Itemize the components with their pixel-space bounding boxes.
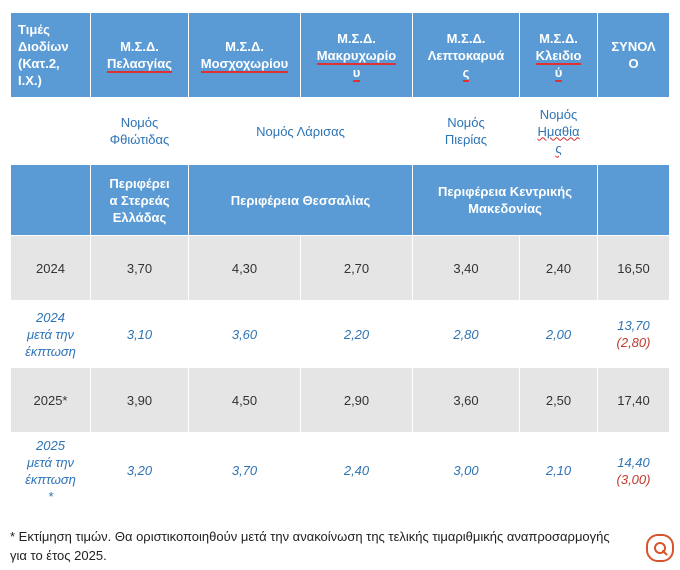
prefecture-fthiotida: Νομός Φθιώτιδας [90, 97, 189, 165]
price-cell: 2,40 [519, 235, 598, 301]
header-moschochori: Μ.Σ.Δ. Μοσχοχωρίου [188, 12, 301, 98]
header-total: ΣΥΝΟΛ Ο [597, 12, 670, 98]
prefecture-blank-total [597, 97, 670, 165]
total-cell: 14,40 (3,00) [597, 432, 670, 509]
header-label-cell: Τιμές Διοδίων (Κατ.2, Ι.Χ.) [10, 12, 91, 98]
price-cell: 2,10 [519, 432, 598, 509]
header-row: Τιμές Διοδίων (Κατ.2, Ι.Χ.) Μ.Σ.Δ. Πελασ… [10, 12, 670, 98]
price-cell: 4,50 [188, 367, 301, 433]
total-cell: 17,40 [597, 367, 670, 433]
prefecture-larisa: Νομός Λάρισας [188, 97, 413, 165]
region-blank-total [597, 164, 670, 236]
total-cell: 13,70 (2,80) [597, 300, 670, 368]
prefecture-pieria: Νομός Πιερίας [412, 97, 520, 165]
price-cell: 2,00 [519, 300, 598, 368]
price-cell: 3,40 [412, 235, 520, 301]
header-kleidi: Μ.Σ.Δ. Κλειδιο ύ [519, 12, 598, 98]
row-year: 2025 μετά την έκπτωση * [10, 432, 91, 509]
price-cell: 3,60 [412, 367, 520, 433]
table-row: 2025 μετά την έκπτωση * 3,20 3,70 2,40 3… [10, 432, 670, 509]
price-cell: 3,10 [90, 300, 189, 368]
price-cell: 3,70 [90, 235, 189, 301]
price-cell: 3,70 [188, 432, 301, 509]
price-cell: 4,30 [188, 235, 301, 301]
row-year: 2024 μετά την έκπτωση [10, 300, 91, 368]
price-cell: 2,50 [519, 367, 598, 433]
price-cell: 3,90 [90, 367, 189, 433]
price-cell: 2,20 [300, 300, 413, 368]
row-year: 2025* [10, 367, 91, 433]
table-row: 2025* 3,90 4,50 2,90 3,60 2,50 17,40 [10, 367, 670, 433]
total-cell: 16,50 [597, 235, 670, 301]
total-savings: (3,00) [616, 471, 651, 487]
header-makrychori: Μ.Σ.Δ. Μακρυχωρίο υ [300, 12, 413, 98]
prefecture-imathia: Νομός Ημαθία ς [519, 97, 598, 165]
price-cell: 2,90 [300, 367, 413, 433]
region-sterea: Περιφέρει α Στερεάς Ελλάδας [90, 164, 189, 236]
table-row: 2024 3,70 4,30 2,70 3,40 2,40 16,50 [10, 235, 670, 301]
header-pelasgia: Μ.Σ.Δ. Πελασγίας [90, 12, 189, 98]
header-leptokarya: Μ.Σ.Δ. Λεπτοκαρυά ς [412, 12, 520, 98]
price-cell: 3,20 [90, 432, 189, 509]
prefecture-row: Νομός Φθιώτιδας Νομός Λάρισας Νομός Πιερ… [10, 97, 670, 165]
table-row: 2024 μετά την έκπτωση 3,10 3,60 2,20 2,8… [10, 300, 670, 368]
price-cell: 2,80 [412, 300, 520, 368]
price-cell: 3,60 [188, 300, 301, 368]
row-year: 2024 [10, 235, 91, 301]
price-cell: 2,70 [300, 235, 413, 301]
corner-logo-icon [646, 534, 674, 562]
price-cell: 3,00 [412, 432, 520, 509]
region-row: Περιφέρει α Στερεάς Ελλάδας Περιφέρεια Θ… [10, 164, 670, 236]
total-savings: (2,80) [616, 335, 651, 350]
region-kentriki-makedonia: Περιφέρεια Κεντρικής Μακεδονίας [412, 164, 598, 236]
region-thessalia: Περιφέρεια Θεσσαλίας [188, 164, 413, 236]
footnote: * Εκτίμηση τιμών. Θα οριστικοποιηθούν με… [10, 529, 610, 563]
prefecture-blank [10, 97, 91, 165]
toll-prices-table: Τιμές Διοδίων (Κατ.2, Ι.Χ.) Μ.Σ.Δ. Πελασ… [10, 12, 670, 509]
price-cell: 2,40 [300, 432, 413, 509]
region-blank [10, 164, 91, 236]
